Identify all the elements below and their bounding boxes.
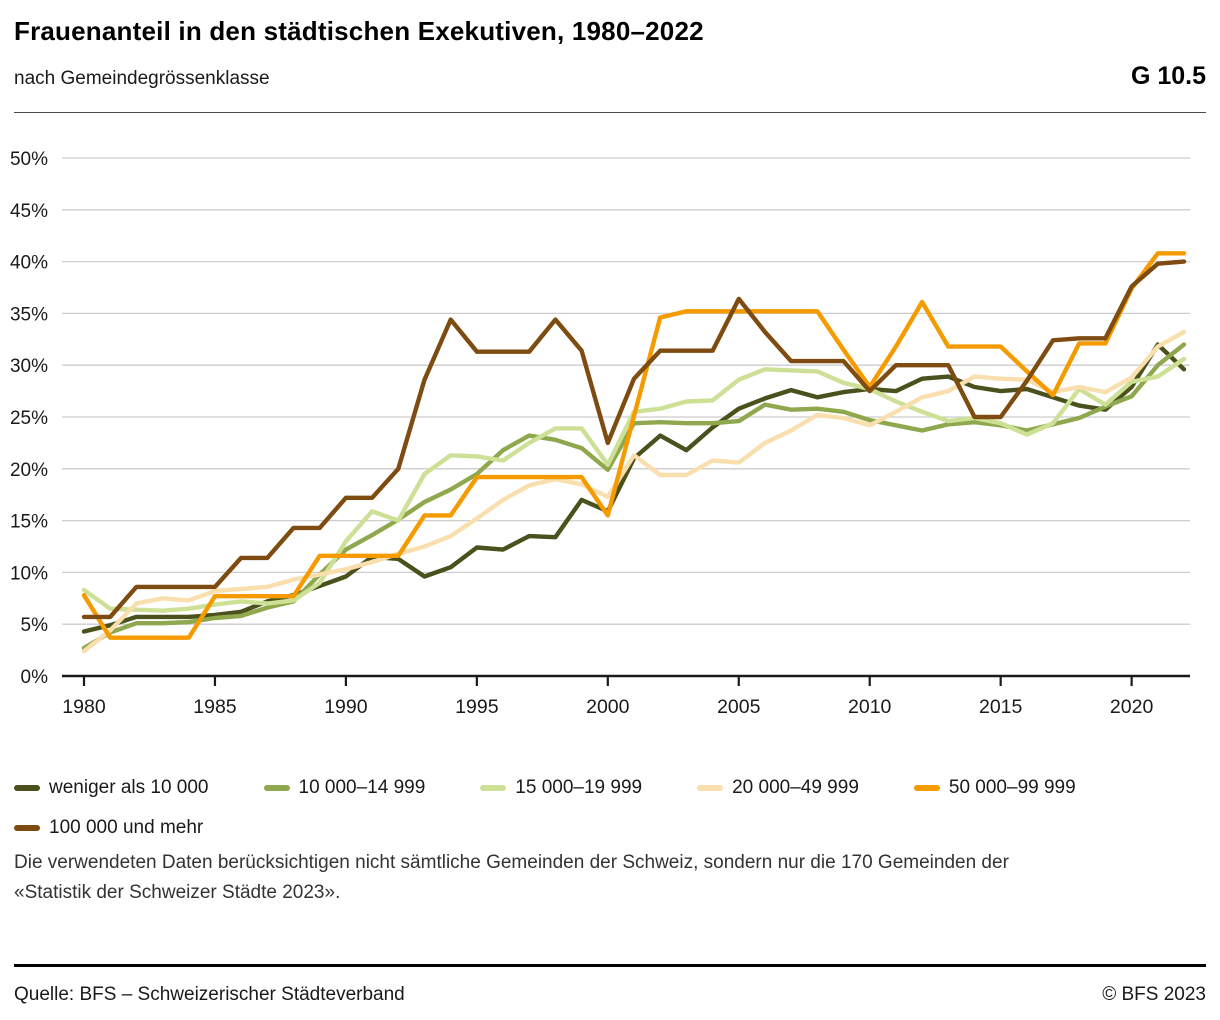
y-tick-label-5: 5%	[21, 615, 49, 636]
legend-swatch-3	[697, 785, 724, 791]
legend-item-0: weniger als 10 000	[14, 777, 209, 799]
y-tick-label-15: 15%	[10, 512, 48, 533]
legend-swatch-2	[480, 785, 507, 791]
copyright-text: © BFS 2023	[1102, 984, 1206, 1005]
y-tick-label-40: 40%	[10, 253, 48, 274]
chart-subtitle: nach Gemeindegrössenklasse	[14, 68, 270, 89]
x-tick-label-1985: 1985	[193, 696, 237, 718]
source-text: Quelle: BFS – Schweizerischer Städteverb…	[14, 984, 405, 1005]
x-tick-label-2005: 2005	[717, 696, 761, 718]
chart-canvas: 0% 5% 10% 15% 20% 25% 30% 35% 40% 45% 50% 1980 1985 1…	[10, 149, 1190, 718]
y-tick-label-45: 45%	[10, 201, 48, 222]
figure-number: G 10.5	[1130, 62, 1206, 90]
series-line-3	[81, 329, 1187, 654]
x-tick-label-2020: 2020	[1110, 696, 1154, 718]
legend-swatch-5	[14, 825, 40, 831]
y-tick-label-20: 20%	[10, 460, 48, 481]
legend-label-3: 20 000–49 999	[732, 777, 859, 798]
footer-divider	[14, 964, 1206, 967]
legend-swatch-0	[14, 785, 40, 791]
data-note-line-2: «Statistik der Schweizer Städte 2023».	[14, 882, 341, 903]
legend-label-2: 15 000–19 999	[515, 777, 643, 798]
y-tick-label-25: 25%	[10, 408, 48, 429]
page-title: Frauenanteil in den städtischen Exekutiv…	[14, 16, 704, 46]
legend-item-4: 50 000–99 999	[913, 777, 1076, 799]
series-line-5	[81, 259, 1187, 620]
y-tick-label-30: 30%	[10, 356, 48, 377]
legend-label-1: 10 000–14 999	[298, 777, 426, 798]
line-chart: 0% 5% 10% 15% 20% 25% 30% 35% 40% 45% 50% 1980 1985 1…	[0, 125, 1220, 765]
legend-item-2: 15 000–19 999	[480, 777, 642, 799]
legend-item-5: 100 000 und mehr	[14, 817, 203, 839]
legend-label-4: 50 000–99 999	[948, 777, 1076, 798]
x-tick-label-1990: 1990	[324, 696, 368, 718]
x-tick-label-1995: 1995	[455, 696, 499, 718]
legend-item-1: 10 000–14 999	[263, 777, 426, 799]
x-tick-label-1980: 1980	[62, 696, 106, 718]
x-tick-label-2000: 2000	[586, 696, 630, 718]
legend-row-1: weniger als 10 000 10 000–14 999 15 000–19…	[14, 768, 1206, 808]
legend-row-2: 100 000 und mehr	[14, 808, 1206, 848]
chart-legend: weniger als 10 000 10 000–14 999 15 000–19…	[14, 768, 1206, 848]
y-tick-label-50: 50%	[10, 149, 48, 170]
header-divider	[14, 112, 1206, 113]
x-tick-label-2015: 2015	[979, 696, 1023, 718]
legend-label-0: weniger als 10 000	[49, 777, 209, 798]
legend-swatch-1	[263, 785, 290, 791]
y-tick-label-35: 35%	[10, 304, 48, 325]
x-tick-label-2010: 2010	[848, 696, 892, 718]
legend-swatch-4	[913, 785, 940, 791]
y-tick-label-10: 10%	[10, 563, 48, 584]
series-line-4	[81, 251, 1187, 640]
y-tick-label-0: 0%	[21, 667, 49, 688]
legend-label-5: 100 000 und mehr	[49, 817, 204, 838]
data-note: Die verwendeten Daten berücksichtigen ni…	[14, 848, 1164, 908]
data-note-line-1: Die verwendeten Daten berücksichtigen ni…	[14, 852, 1009, 873]
legend-item-3: 20 000–49 999	[697, 777, 859, 799]
